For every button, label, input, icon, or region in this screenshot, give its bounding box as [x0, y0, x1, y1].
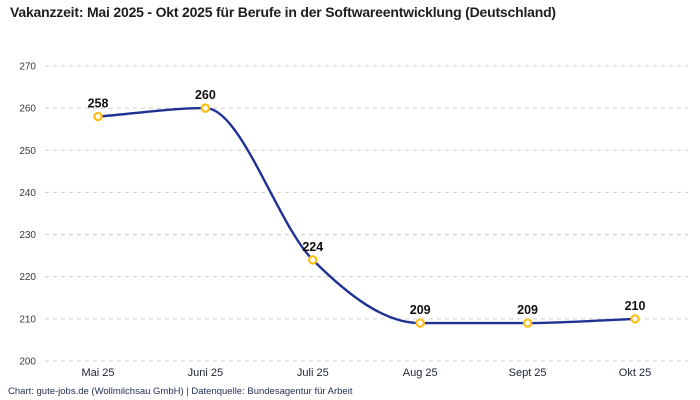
data-point-marker[interactable]	[308, 255, 318, 265]
y-tick-label: 210	[19, 314, 36, 325]
x-tick-label: Mai 25	[81, 367, 114, 379]
gridlines	[45, 65, 688, 362]
data-value-label: 260	[195, 88, 216, 102]
y-tick-label: 220	[19, 272, 36, 283]
data-value-label: 258	[88, 97, 109, 111]
y-axis-labels: 200 210 220 230 240 250 260 270	[19, 62, 36, 368]
x-axis-labels: Mai 25 Juni 25 Juli 25 Aug 25 Sept 25 Okt 25	[81, 367, 651, 379]
x-tick-label: Juli 25	[297, 367, 329, 379]
y-tick-label: 260	[19, 104, 36, 115]
y-tick-label: 270	[19, 62, 36, 73]
y-tick-label: 240	[19, 188, 36, 199]
series-line	[96, 106, 637, 325]
x-tick-label: Okt 25	[619, 367, 651, 379]
data-point-marker[interactable]	[93, 111, 103, 122]
data-value-label: 210	[625, 299, 646, 313]
data-point-markers	[93, 103, 640, 328]
data-value-label: 209	[410, 303, 431, 317]
x-tick-label: Juni 25	[188, 367, 223, 379]
data-point-marker[interactable]	[522, 318, 533, 328]
y-tick-label: 250	[19, 146, 36, 157]
y-tick-label: 200	[19, 357, 36, 368]
x-tick-label: Sept 25	[509, 367, 547, 379]
data-value-label: 209	[517, 303, 538, 317]
y-tick-label: 230	[19, 230, 36, 241]
chart-title: Vakanzzeit: Mai 2025 - Okt 2025 für Beru…	[10, 4, 556, 20]
data-point-marker[interactable]	[630, 314, 640, 324]
x-tick-label: Aug 25	[403, 367, 438, 379]
data-point-marker[interactable]	[200, 103, 211, 113]
data-value-label: 224	[302, 240, 323, 254]
data-point-marker[interactable]	[415, 318, 425, 328]
data-value-labels: 258 260 224 209 209 210	[88, 88, 646, 317]
chart-source: Chart: gute-jobs.de (Wollmilchsau GmbH) …	[8, 386, 353, 397]
